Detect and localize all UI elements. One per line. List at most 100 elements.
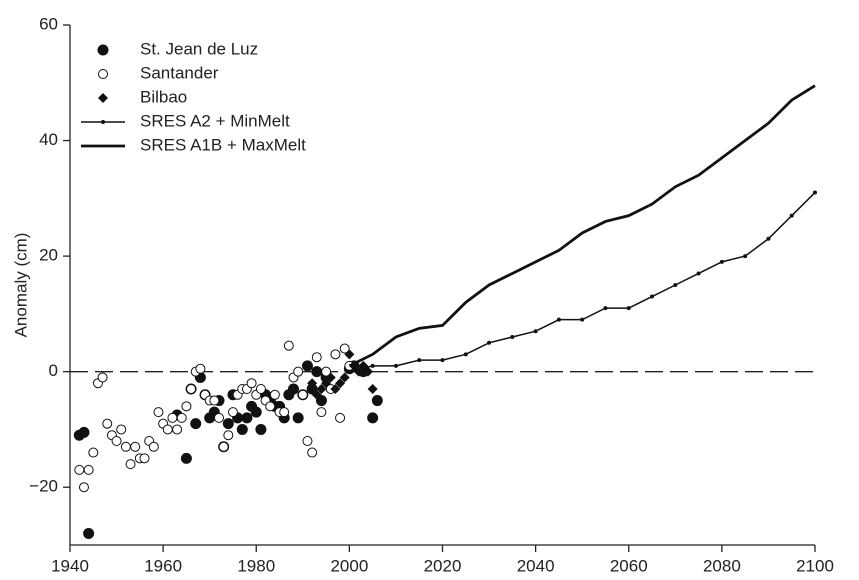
x-tick-label: 2000 xyxy=(330,556,368,575)
point xyxy=(344,349,355,360)
point xyxy=(176,412,187,423)
point xyxy=(293,366,304,377)
point xyxy=(218,441,229,452)
point xyxy=(696,271,701,276)
point xyxy=(195,363,206,374)
point xyxy=(440,358,445,363)
point xyxy=(78,426,90,438)
point xyxy=(580,317,585,322)
point xyxy=(172,424,183,435)
point xyxy=(311,366,323,378)
point xyxy=(162,424,173,435)
point xyxy=(370,363,375,368)
point xyxy=(626,306,631,311)
point xyxy=(335,412,346,423)
y-axis-label: Anomaly (cm) xyxy=(11,233,30,338)
point xyxy=(316,384,327,394)
legend-label: Santander xyxy=(140,63,219,82)
point xyxy=(167,412,178,423)
point xyxy=(265,401,276,412)
point xyxy=(487,340,492,345)
point xyxy=(292,412,304,424)
point xyxy=(603,306,608,311)
series-line xyxy=(348,84,816,368)
point xyxy=(269,389,280,400)
point xyxy=(255,423,267,435)
point xyxy=(255,384,266,394)
point xyxy=(650,294,655,299)
point xyxy=(789,213,794,218)
point xyxy=(673,283,678,287)
point xyxy=(250,406,262,418)
point xyxy=(339,372,350,383)
point xyxy=(227,407,238,418)
x-tick-label: 2080 xyxy=(703,556,741,575)
point xyxy=(321,366,332,377)
y-tick-label: 20 xyxy=(39,246,58,265)
point xyxy=(111,436,122,446)
point xyxy=(417,358,422,363)
point xyxy=(367,384,378,394)
point xyxy=(321,378,332,389)
point xyxy=(463,352,468,357)
legend-swatch xyxy=(97,44,109,56)
legend-swatch xyxy=(98,69,108,79)
point xyxy=(186,384,197,394)
legend-label: St. Jean de Luz xyxy=(140,39,258,58)
point xyxy=(214,412,224,423)
point xyxy=(97,372,108,383)
point xyxy=(241,412,253,424)
point xyxy=(813,190,817,195)
point xyxy=(181,401,192,412)
y-tick-label: 40 xyxy=(39,130,58,149)
point xyxy=(371,395,383,407)
point xyxy=(311,352,322,363)
point xyxy=(335,378,346,389)
y-tick-label: −20 xyxy=(29,477,58,496)
point xyxy=(88,447,99,458)
point xyxy=(130,441,141,452)
point xyxy=(743,254,748,259)
point xyxy=(190,418,202,430)
point xyxy=(209,395,220,406)
legend-label: SRES A1B + MaxMelt xyxy=(140,135,306,154)
legend-label: SRES A2 + MinMelt xyxy=(140,111,290,130)
point xyxy=(307,447,318,458)
point xyxy=(288,383,299,395)
point xyxy=(222,418,234,430)
legend-swatch xyxy=(101,120,105,124)
x-tick-label: 1960 xyxy=(144,556,182,575)
point xyxy=(83,527,95,539)
point xyxy=(307,378,318,389)
point xyxy=(120,441,131,452)
x-tick-label: 1940 xyxy=(51,556,89,575)
x-tick-label: 2040 xyxy=(517,556,555,575)
point xyxy=(116,424,127,435)
point xyxy=(83,464,94,475)
point xyxy=(301,360,313,372)
point xyxy=(339,343,350,354)
point xyxy=(363,366,373,377)
point xyxy=(148,441,159,452)
point xyxy=(297,389,308,400)
x-tick-label: 1980 xyxy=(237,556,275,575)
point xyxy=(125,459,136,470)
point xyxy=(510,335,515,339)
point xyxy=(533,329,538,334)
point xyxy=(316,407,327,418)
point xyxy=(246,378,257,389)
point xyxy=(102,418,113,429)
point xyxy=(78,482,89,493)
point xyxy=(393,363,398,368)
point xyxy=(556,317,561,322)
point xyxy=(325,372,336,383)
y-tick-label: 0 xyxy=(49,361,58,380)
point xyxy=(279,407,290,418)
point xyxy=(223,430,234,441)
point xyxy=(719,259,724,264)
x-tick-label: 2020 xyxy=(424,556,462,575)
x-tick-label: 2060 xyxy=(610,556,648,575)
point xyxy=(139,453,150,464)
series-line xyxy=(349,192,816,373)
